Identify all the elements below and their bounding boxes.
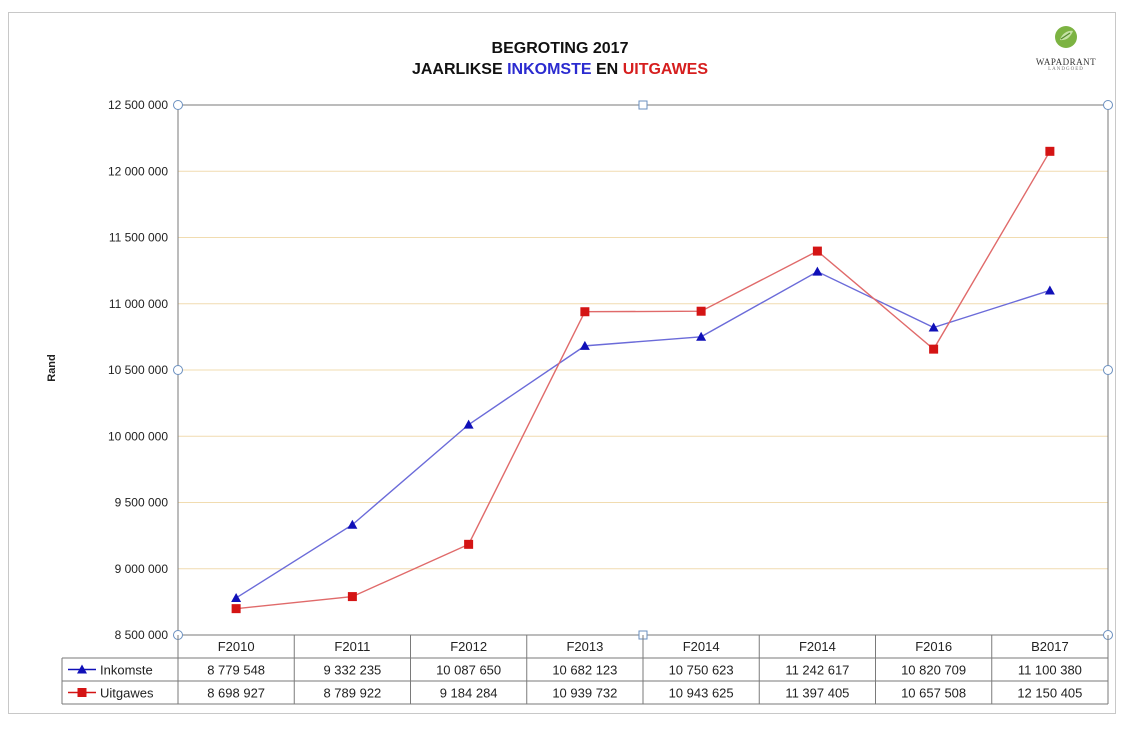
data-label: 8 779 548 xyxy=(207,663,265,678)
data-point-inkomste xyxy=(463,419,474,429)
data-point-inkomste xyxy=(812,266,823,276)
x-tick-label: F2016 xyxy=(915,639,952,654)
y-tick-label: 9 000 000 xyxy=(115,562,169,576)
data-label: 10 943 625 xyxy=(669,686,734,701)
title-uitgawes: UITGAWES xyxy=(622,61,709,78)
data-label: 8 789 922 xyxy=(323,686,381,701)
y-tick-label: 12 000 000 xyxy=(108,164,168,178)
x-tick-label: F2014 xyxy=(799,639,836,654)
y-tick-label: 9 500 000 xyxy=(115,496,169,510)
legend-marker-uitgawes xyxy=(77,688,87,697)
data-point-uitgawes xyxy=(464,539,474,549)
data-point-uitgawes xyxy=(1045,146,1055,156)
data-label: 10 939 732 xyxy=(552,686,617,701)
data-label: 9 332 235 xyxy=(323,663,381,678)
y-tick-label: 11 500 000 xyxy=(109,231,168,245)
data-point-uitgawes xyxy=(231,604,241,614)
data-label: 8 698 927 xyxy=(207,686,265,701)
x-tick-label: F2011 xyxy=(334,639,370,654)
data-label: 12 150 405 xyxy=(1017,686,1082,701)
selection-handle xyxy=(173,100,183,110)
x-tick-label: F2010 xyxy=(218,639,255,654)
data-point-uitgawes xyxy=(347,592,357,602)
title-inkomste: INKOMSTE xyxy=(507,61,592,78)
legend-label-inkomste: Inkomste xyxy=(100,663,153,678)
y-tick-label: 8 500 000 xyxy=(115,628,169,642)
data-label: 10 087 650 xyxy=(436,663,501,678)
chart-frame xyxy=(8,12,1116,714)
data-label: 10 820 709 xyxy=(901,663,966,678)
x-tick-label: F2014 xyxy=(683,639,720,654)
logo-text: WAPADRANT xyxy=(1035,57,1097,67)
data-label: 9 184 284 xyxy=(440,686,498,701)
y-tick-label: 12 500 000 xyxy=(108,98,168,112)
selection-handle xyxy=(1103,100,1113,110)
data-label: 10 682 123 xyxy=(552,663,617,678)
data-label: 11 100 380 xyxy=(1018,663,1082,678)
x-tick-label: B2017 xyxy=(1031,639,1069,654)
data-point-uitgawes xyxy=(580,307,590,317)
data-point-inkomste xyxy=(231,592,242,602)
data-label: 10 657 508 xyxy=(901,686,966,701)
data-point-inkomste xyxy=(928,322,939,332)
chart-title-line1: BEGROTING 2017 xyxy=(491,40,629,57)
y-tick-label: 11 000 000 xyxy=(109,297,168,311)
x-tick-label: F2012 xyxy=(450,639,487,654)
series-line-uitgawes xyxy=(236,150,1051,610)
data-point-uitgawes xyxy=(812,246,822,256)
series-line-inkomste xyxy=(235,270,1051,599)
chart-title: BEGROTING 2017 JAARLIKSE INKOMSTE EN UIT… xyxy=(300,38,820,80)
data-point-inkomste xyxy=(696,331,707,341)
data-label: 11 397 405 xyxy=(785,686,849,701)
data-point-inkomste xyxy=(347,519,358,529)
data-label: 11 242 617 xyxy=(785,663,849,678)
y-axis-label: Rand xyxy=(46,354,58,382)
title-en: EN xyxy=(596,61,619,78)
data-point-uitgawes xyxy=(696,306,706,316)
selection-handle xyxy=(638,100,648,110)
logo-subtext: LANDGOED xyxy=(1048,67,1084,72)
selection-handle xyxy=(1103,365,1113,375)
x-tick-label: F2013 xyxy=(566,639,603,654)
legend-label-uitgawes: Uitgawes xyxy=(100,686,154,701)
y-tick-label: 10 000 000 xyxy=(108,429,168,443)
data-point-inkomste xyxy=(579,340,590,350)
data-point-uitgawes xyxy=(929,344,939,354)
company-logo: WAPADRANT LANDGOED xyxy=(1024,24,1108,74)
legend-marker-inkomste xyxy=(77,664,87,674)
data-point-inkomste xyxy=(1044,285,1055,295)
leaf-logo-icon xyxy=(1055,26,1077,48)
data-label: 10 750 623 xyxy=(669,663,734,678)
chart-title-line2: JAARLIKSE INKOMSTE EN UITGAWES xyxy=(300,59,820,80)
y-tick-label: 10 500 000 xyxy=(108,363,168,377)
title-prefix: JAARLIKSE xyxy=(411,61,503,78)
selection-handle xyxy=(173,365,183,375)
